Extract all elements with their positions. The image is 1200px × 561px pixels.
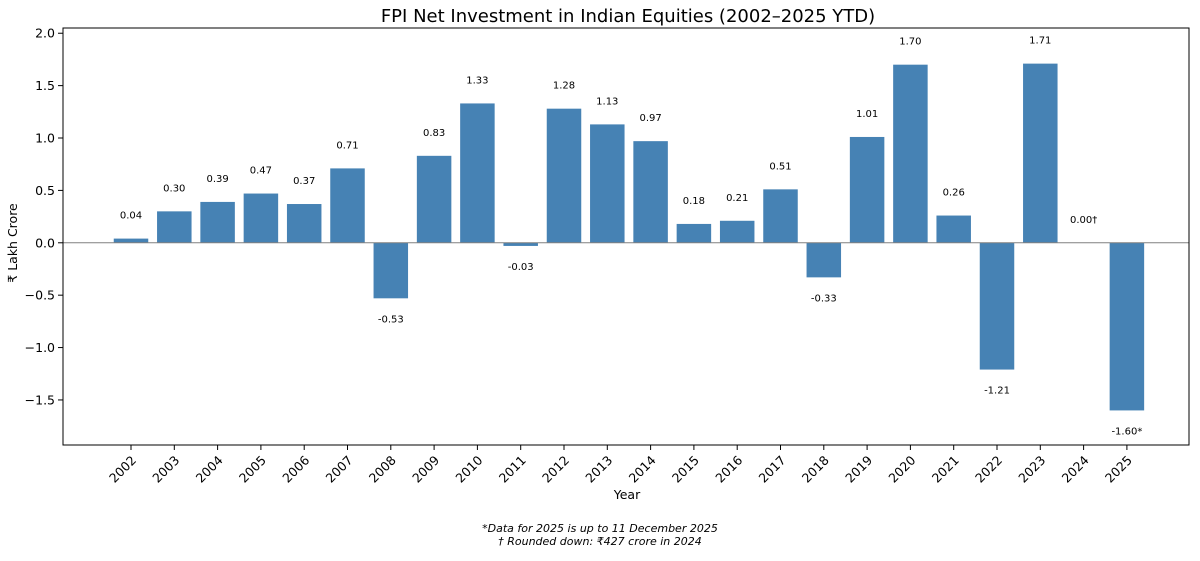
data-label-2010: 1.33 — [466, 75, 488, 86]
footnote-2024: † Rounded down: ₹427 crore in 2024 — [498, 535, 702, 548]
data-label-2003: 0.30 — [163, 183, 185, 194]
x-tick-label-2021: 2021 — [929, 453, 962, 486]
x-tick-label-2012: 2012 — [539, 453, 572, 486]
bar-2021 — [936, 215, 971, 243]
data-label-2013: 1.13 — [596, 96, 618, 107]
x-tick-label-2004: 2004 — [193, 452, 226, 485]
bar-2018 — [806, 242, 842, 278]
x-tick-label-2015: 2015 — [669, 453, 702, 486]
plot-frame — [62, 27, 1190, 446]
x-tick-label-2020: 2020 — [885, 452, 918, 485]
x-tick-label-2017: 2017 — [756, 453, 789, 486]
x-tick-label-2016: 2016 — [712, 452, 745, 485]
x-tick-label-2013: 2013 — [582, 453, 615, 486]
x-tick-label-2011: 2011 — [496, 453, 529, 486]
x-tick-label-2002: 2002 — [106, 453, 139, 486]
data-label-2021: 0.26 — [943, 188, 965, 199]
x-axis-label: Year — [613, 487, 641, 502]
data-label-2002: 0.04 — [120, 211, 142, 222]
x-tick-label-2008: 2008 — [366, 452, 399, 485]
bar-2023 — [1023, 63, 1058, 243]
y-tick-label: −1.5 — [25, 392, 55, 407]
bar-2014 — [633, 141, 668, 243]
data-label-2020: 1.70 — [899, 37, 921, 48]
plot-area: −1.5 −1.0 −0.5 0.0 0.5 1.0 1.5 2.0 0.04 2002 0.30 2… — [25, 26, 1189, 486]
x-tick-label-2005: 2005 — [236, 453, 269, 486]
bar-2022 — [979, 242, 1015, 370]
bar-2003 — [157, 211, 192, 243]
bar-2004 — [200, 201, 235, 243]
data-label-2011: -0.03 — [508, 262, 534, 273]
bar-2012 — [546, 108, 582, 243]
footnote-2025: *Data for 2025 is up to 11 December 2025 — [482, 522, 718, 535]
x-tick-label-2010: 2010 — [452, 452, 485, 485]
data-label-2024: 0.00† — [1070, 215, 1097, 226]
x-tick-label-2014: 2014 — [626, 452, 659, 485]
bar-2006 — [286, 204, 322, 243]
data-label-2012: 1.28 — [553, 81, 575, 92]
data-label-2005: 0.47 — [250, 166, 272, 177]
data-label-2025: -1.60* — [1111, 426, 1142, 437]
bar-2007 — [330, 168, 365, 243]
bar-2025 — [1109, 242, 1145, 411]
data-label-2007: 0.71 — [336, 140, 358, 151]
x-tick-label-2009: 2009 — [409, 452, 442, 485]
data-label-2018: -0.33 — [811, 293, 837, 304]
bar-2002 — [113, 238, 149, 243]
data-label-2006: 0.37 — [293, 176, 315, 187]
data-label-2022: -1.21 — [984, 386, 1010, 397]
y-tick-label: 1.0 — [35, 131, 55, 146]
x-tick-label-2019: 2019 — [842, 452, 875, 485]
bar-2008 — [373, 242, 409, 299]
bar-2015 — [676, 223, 712, 243]
x-tick-label-2025: 2025 — [1102, 453, 1135, 486]
x-tick-label-2022: 2022 — [972, 453, 1005, 486]
data-label-2004: 0.39 — [206, 174, 228, 185]
data-label-2023: 1.71 — [1029, 36, 1051, 47]
data-label-2009: 0.83 — [423, 128, 445, 139]
y-tick-label: −1.0 — [25, 340, 55, 355]
data-label-2014: 0.97 — [639, 113, 661, 124]
y-tick-label: −0.5 — [25, 288, 55, 303]
data-label-2008: -0.53 — [378, 314, 404, 325]
x-tick-label-2003: 2003 — [149, 453, 182, 486]
data-label-2015: 0.18 — [683, 196, 705, 207]
x-tick-label-2023: 2023 — [1015, 453, 1048, 486]
x-tick-label-2024: 2024 — [1059, 452, 1092, 485]
bar-2010 — [460, 103, 495, 243]
bar-2011 — [503, 242, 538, 246]
bar-2020 — [893, 64, 928, 243]
x-tick-label-2007: 2007 — [323, 453, 356, 486]
bar-2009 — [416, 155, 452, 243]
x-tick-label-2006: 2006 — [279, 452, 312, 485]
x-tick-label-2018: 2018 — [799, 452, 832, 485]
y-axis-label: ₹ Lakh Crore — [5, 203, 20, 283]
bar-2017 — [763, 189, 798, 243]
data-label-2016: 0.21 — [726, 193, 748, 204]
y-tick-label: 2.0 — [35, 26, 55, 41]
y-tick-label: 1.5 — [35, 78, 55, 93]
bar-2016 — [719, 220, 755, 243]
data-label-2017: 0.51 — [769, 161, 791, 172]
bar-2013 — [590, 124, 625, 243]
bar-2019 — [849, 136, 885, 243]
chart-title: FPI Net Investment in Indian Equities (2… — [381, 6, 875, 27]
bar-2005 — [243, 193, 279, 243]
y-tick-label: 0.0 — [35, 235, 55, 250]
y-tick-label: 0.5 — [35, 183, 55, 198]
data-label-2019: 1.01 — [856, 109, 878, 120]
